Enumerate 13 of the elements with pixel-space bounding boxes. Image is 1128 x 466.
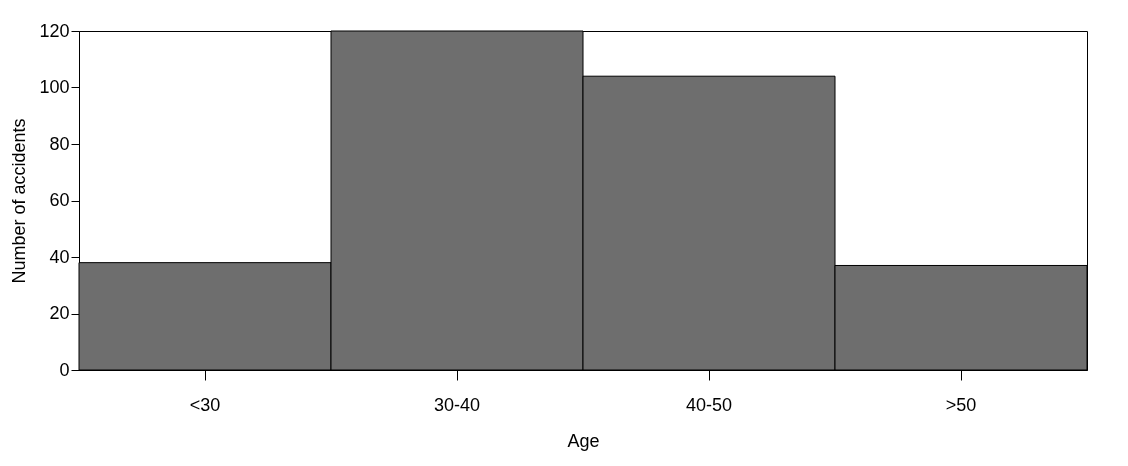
x-tick-label: >50 [945,394,977,415]
y-tick-label: 100 [39,77,70,97]
y-tick-label: 80 [49,133,70,154]
y-tick-label: 60 [49,190,70,210]
y-tick-label: 40 [49,246,70,267]
x-tick-label: 40-50 [685,394,733,415]
x-tick-label: 30-40 [433,394,481,415]
y-axis-title: Number of accidents [9,118,30,284]
x-tick-label: <30 [189,394,221,415]
x-axis-title: Age [567,430,600,451]
y-tick-label: 120 [39,20,70,41]
y-tick-label: 20 [49,303,70,323]
y-tick-label: 0 [59,359,70,380]
